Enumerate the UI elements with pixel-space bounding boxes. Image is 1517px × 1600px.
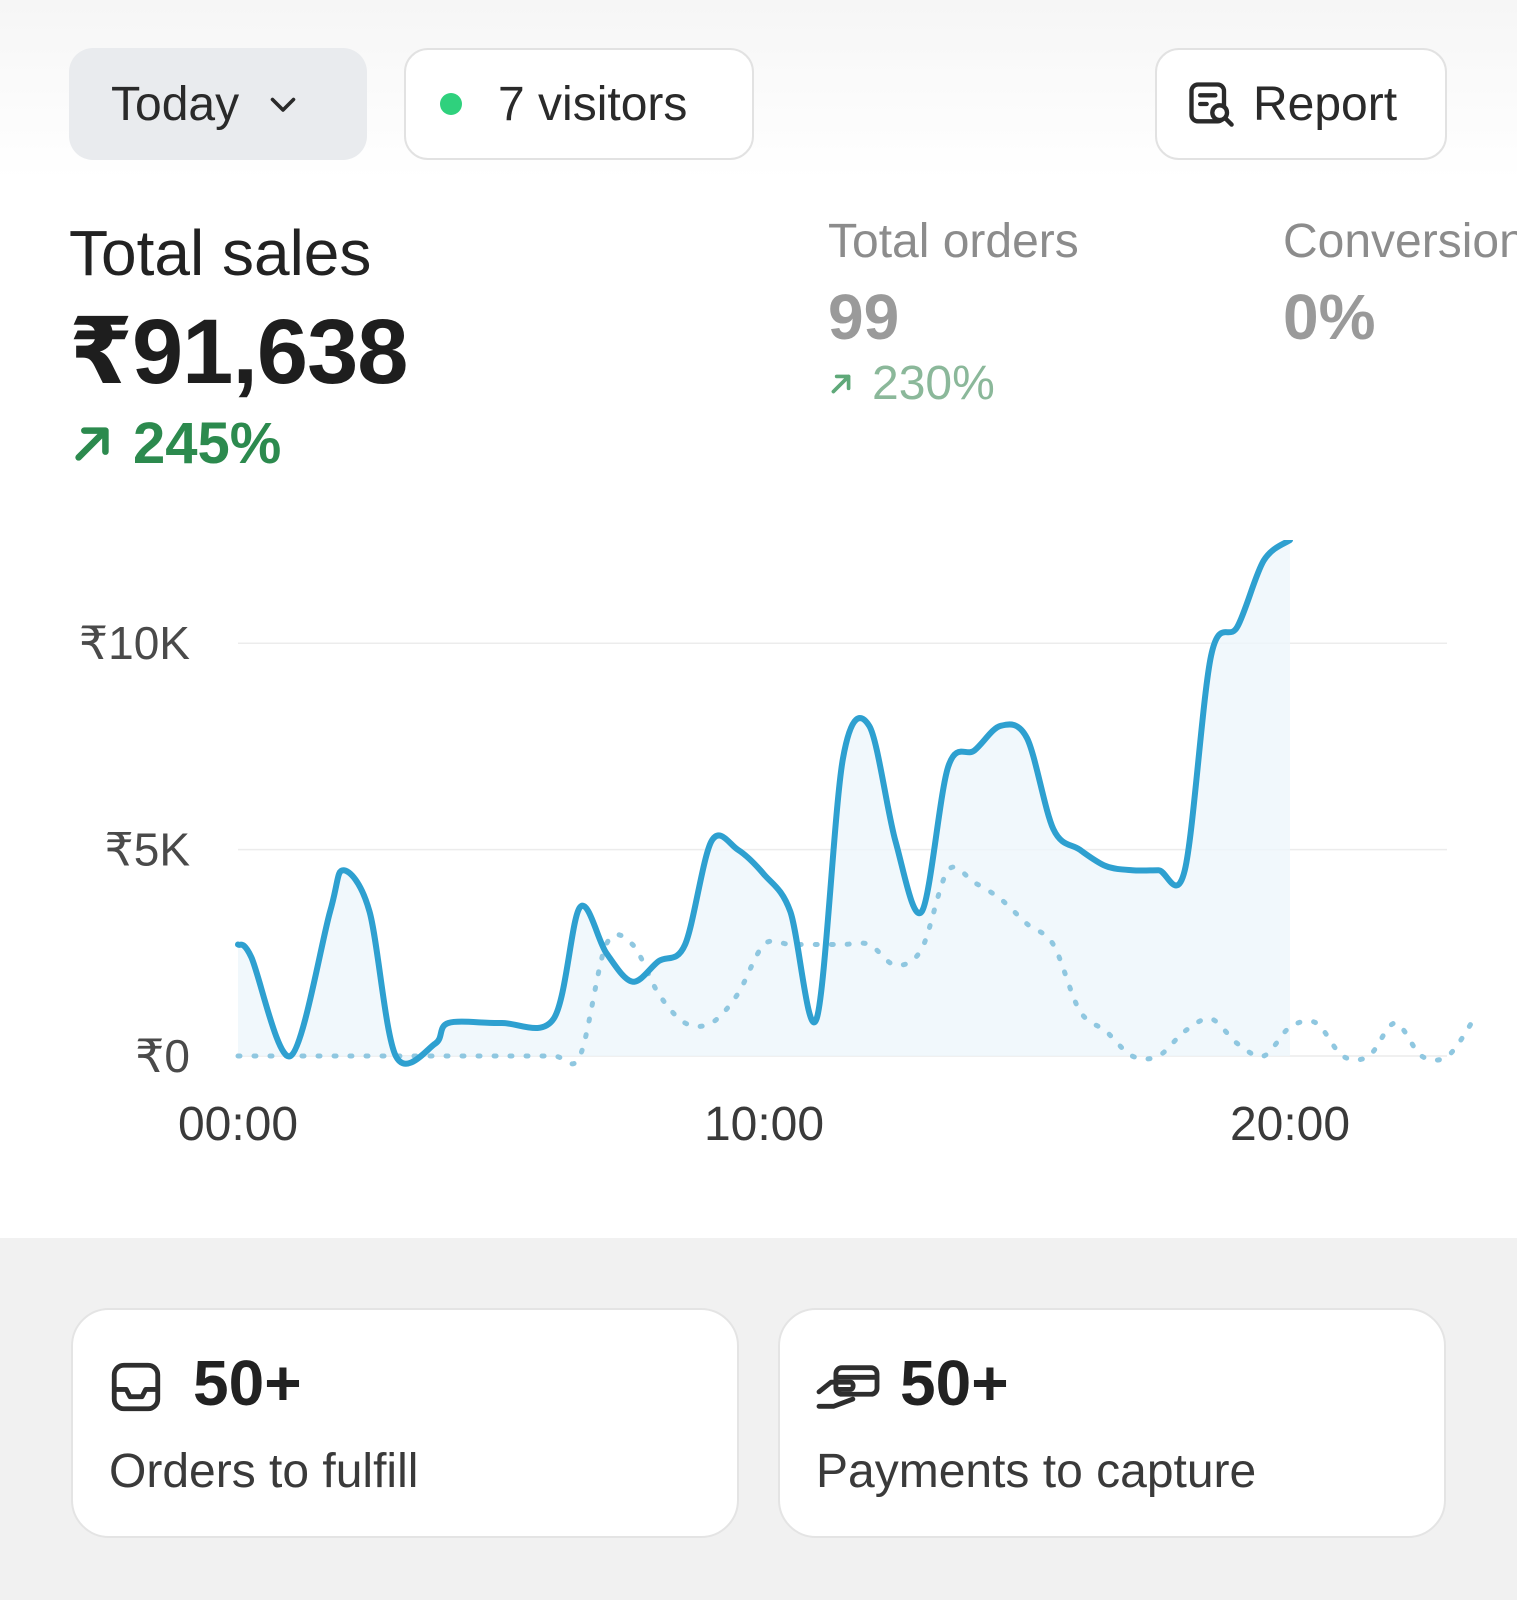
y-tick-label: ₹0 xyxy=(135,1030,190,1082)
arrow-up-right-icon xyxy=(831,374,851,393)
chevron-down-icon xyxy=(270,97,296,112)
x-tick-label: 00:00 xyxy=(178,1098,298,1151)
report-label: Report xyxy=(1253,77,1398,131)
sales-series-line xyxy=(235,540,1293,1067)
inbox-icon xyxy=(111,1362,161,1412)
chart-area-fill xyxy=(238,540,1290,1064)
orders-to-fulfill-count: 50+ xyxy=(193,1347,302,1419)
total-sales-title[interactable]: Total sales xyxy=(69,217,372,289)
chart-x-ticks: 00:00 10:00 20:00 xyxy=(178,1098,1350,1151)
payments-to-capture-count: 50+ xyxy=(900,1347,1009,1419)
total-orders-value: 99 xyxy=(828,281,900,353)
chart-y-ticks: ₹0 ₹5K ₹10K xyxy=(79,617,190,1082)
payments-to-capture-card[interactable]: 50+ Payments to capture xyxy=(778,1308,1446,1538)
total-sales-change: 245% xyxy=(69,410,281,477)
sales-line-chart[interactable]: ₹0 ₹5K ₹10K 00:00 10:00 20:00 xyxy=(0,540,1517,1180)
total-orders-title[interactable]: Total orders xyxy=(828,215,1079,268)
visitors-label: 7 visitors xyxy=(498,77,688,131)
total-orders-change-value: 230% xyxy=(872,357,995,410)
total-sales-value: ₹91,638 xyxy=(69,301,408,403)
chart-series xyxy=(235,540,1477,1067)
date-range-dropdown[interactable]: Today xyxy=(69,48,367,160)
y-tick-label: ₹10K xyxy=(79,617,190,669)
sales-area xyxy=(238,540,1290,1064)
date-range-label: Today xyxy=(111,77,240,131)
y-tick-label: ₹5K xyxy=(104,824,190,876)
total-orders-change: 230% xyxy=(828,356,995,411)
orders-to-fulfill-card[interactable]: 50+ Orders to fulfill xyxy=(71,1308,739,1538)
report-search-icon xyxy=(1189,82,1234,127)
x-tick-label: 10:00 xyxy=(704,1098,824,1151)
x-tick-label: 20:00 xyxy=(1230,1098,1350,1151)
payments-to-capture-label: Payments to capture xyxy=(816,1445,1257,1498)
report-button[interactable]: Report xyxy=(1155,48,1447,160)
live-dot-icon xyxy=(440,93,462,115)
orders-to-fulfill-label: Orders to fulfill xyxy=(109,1445,419,1498)
conversion-title[interactable]: Conversion xyxy=(1283,215,1517,268)
payment-hand-icon xyxy=(816,1365,880,1409)
arrow-up-right-icon xyxy=(75,426,109,461)
live-visitors-button[interactable]: 7 visitors xyxy=(404,48,754,160)
conversion-value: 0% xyxy=(1283,281,1376,353)
total-sales-change-value: 245% xyxy=(133,411,282,476)
